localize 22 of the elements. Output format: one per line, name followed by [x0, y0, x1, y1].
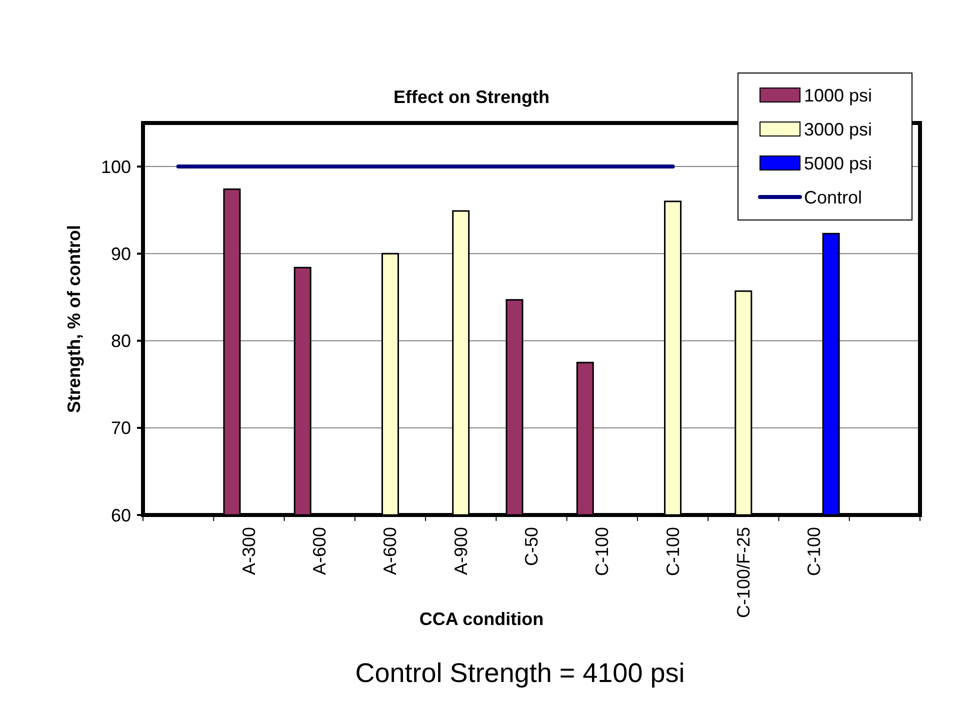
x-tick-label: C-100	[804, 527, 824, 576]
chart-title: Effect on Strength	[394, 87, 550, 107]
y-tick-label: 90	[110, 244, 131, 264]
y-tick-label: 100	[100, 156, 131, 177]
x-tick-label: C-100/F-25	[733, 527, 754, 618]
x-tick-label: C-100	[592, 527, 612, 576]
y-axis-title: Strength, % of control	[64, 225, 84, 413]
legend-label: 3000 psi	[804, 119, 872, 140]
y-tick-label: 80	[110, 331, 131, 352]
y-tick-label: 70	[110, 418, 131, 438]
x-tick-label: A-300	[238, 527, 259, 576]
legend-label: Control	[804, 187, 862, 208]
x-tick-label: A-600	[310, 527, 330, 576]
text: Control Strength = 4100 psi	[355, 658, 685, 688]
x-tick-label: C-50	[522, 527, 542, 566]
x-tick-label: A-900	[450, 527, 471, 576]
legend-label: 1000 psi	[804, 85, 872, 106]
y-tick-label: 60	[110, 505, 131, 526]
x-axis-title: CCA condition	[419, 609, 544, 629]
x-tick-label: A-600	[380, 527, 400, 576]
legend-label: 5000 psi	[804, 153, 872, 174]
x-tick-label: C-100	[662, 527, 683, 576]
